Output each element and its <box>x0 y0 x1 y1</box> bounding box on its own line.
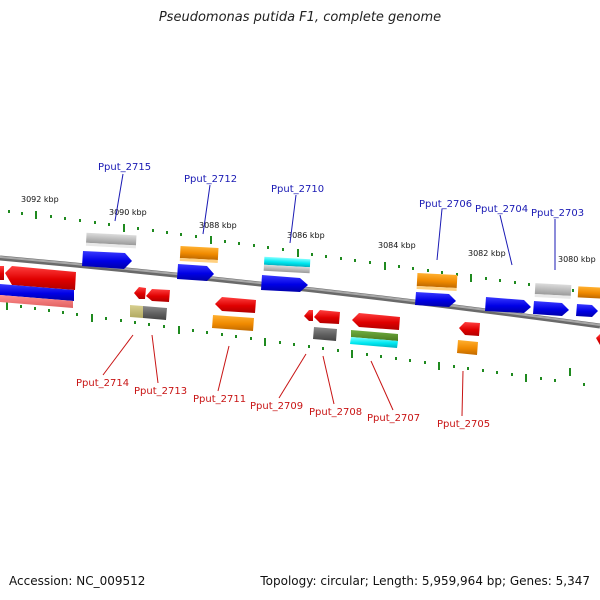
gene-arrow <box>0 266 4 280</box>
kbp-label: 3086 kbp <box>287 231 325 240</box>
gene-arrow <box>485 297 531 313</box>
lower-tick-track <box>6 302 585 386</box>
gene-block <box>179 246 219 263</box>
kbp-label: 3080 kbp <box>558 255 596 264</box>
gene-block <box>263 256 311 274</box>
forward-gene-labels <box>114 173 556 270</box>
gene-label-reverse[interactable]: Pput_2713 <box>134 386 187 397</box>
gene-label-forward[interactable]: Pput_2704 <box>475 204 528 215</box>
gene-block <box>351 330 398 341</box>
gene-arrow <box>82 251 132 269</box>
gene-block <box>457 340 478 355</box>
gene-block <box>143 306 167 320</box>
gene-block <box>0 284 74 301</box>
gene-label-reverse[interactable]: Pput_2707 <box>367 413 420 424</box>
gene-arrow <box>304 310 313 321</box>
gene-label-forward[interactable]: Pput_2712 <box>184 174 237 185</box>
gene-label-reverse[interactable]: Pput_2705 <box>437 419 490 430</box>
gene-arrow <box>459 322 480 336</box>
gene-label-forward[interactable]: Pput_2710 <box>271 184 324 195</box>
map-title: Pseudomonas putida F1, complete genome <box>158 10 442 25</box>
gene-block <box>130 305 143 318</box>
kbp-label: 3082 kbp <box>468 249 506 258</box>
kbp-label: 3084 kbp <box>378 241 416 250</box>
gene-label-forward[interactable]: Pput_2715 <box>98 162 151 173</box>
gene-block <box>350 337 398 348</box>
gene-arrow <box>177 264 214 281</box>
gene-arrow <box>314 310 340 324</box>
gene-label-reverse[interactable]: Pput_2708 <box>309 407 362 418</box>
gene-block <box>577 286 600 299</box>
gene-block <box>85 232 137 249</box>
gene-arrow <box>215 297 256 313</box>
gene-block <box>212 315 254 331</box>
gene-label-forward[interactable]: Pput_2703 <box>531 208 584 219</box>
gene-label-reverse[interactable]: Pput_2711 <box>193 394 246 405</box>
gene-arrow <box>352 313 400 330</box>
kbp-label: 3088 kbp <box>199 221 237 230</box>
gene-arrow <box>146 289 170 302</box>
kbp-labels: 3092 kbp 3090 kbp 3088 kbp 3086 kbp 3084… <box>21 195 596 264</box>
gene-arrow <box>5 266 76 290</box>
gene-label-reverse[interactable]: Pput_2714 <box>76 378 129 389</box>
kbp-label: 3092 kbp <box>21 195 59 204</box>
gene-arrow <box>533 301 569 316</box>
genome-summary-text: Topology: circular; Length: 5,959,964 bp… <box>260 574 590 588</box>
gene-arrow <box>415 292 456 307</box>
forward-genes <box>82 232 600 317</box>
gene-block <box>313 327 337 341</box>
reverse-gene-labels <box>102 334 464 417</box>
gene-arrow <box>261 275 308 292</box>
gene-block <box>416 272 458 292</box>
gene-arrow <box>596 334 600 345</box>
gene-label-reverse[interactable]: Pput_2709 <box>250 401 303 412</box>
gene-block <box>534 283 572 299</box>
gene-arrow <box>134 287 146 299</box>
kbp-label: 3090 kbp <box>109 208 147 217</box>
gene-arrow <box>576 304 598 317</box>
reverse-genes <box>0 266 600 355</box>
accession-text: Accession: NC_009512 <box>9 574 146 588</box>
gene-label-forward[interactable]: Pput_2706 <box>419 199 472 210</box>
gene-block <box>0 295 73 308</box>
